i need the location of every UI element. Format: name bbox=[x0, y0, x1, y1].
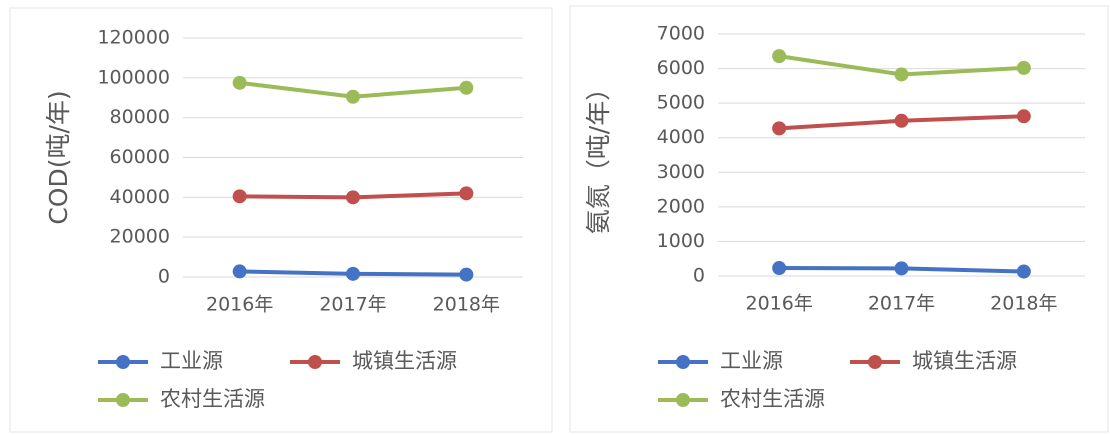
point bbox=[232, 75, 247, 90]
point bbox=[1016, 264, 1031, 279]
x-tick-label: 2017年 bbox=[319, 294, 386, 316]
legend-label: 农村生活源 bbox=[720, 387, 825, 411]
y-tick-label: 100000 bbox=[97, 66, 170, 88]
y-tick-label: 0 bbox=[158, 266, 170, 288]
y-tick-label: 6000 bbox=[657, 57, 705, 79]
y-tick-label: 3000 bbox=[657, 161, 705, 183]
legend-marker bbox=[116, 393, 130, 407]
legend-label: 城镇生活源 bbox=[352, 349, 457, 373]
point bbox=[459, 267, 474, 282]
point bbox=[346, 266, 360, 281]
legend-marker bbox=[676, 393, 690, 407]
y-tick-label: 20000 bbox=[110, 226, 170, 248]
y-tick-label: 1000 bbox=[657, 230, 705, 252]
x-tick-label: 2016年 bbox=[206, 294, 273, 316]
legend-marker bbox=[676, 355, 690, 369]
point bbox=[894, 113, 909, 128]
point bbox=[346, 190, 360, 205]
legend-label: 工业源 bbox=[160, 349, 223, 373]
point bbox=[894, 261, 909, 276]
panel bbox=[9, 7, 553, 433]
x-tick-label: 2017年 bbox=[868, 293, 935, 315]
y-tick-label: 0 bbox=[693, 265, 705, 287]
legend-marker bbox=[308, 355, 322, 369]
y-tick-label: 40000 bbox=[110, 186, 170, 208]
y-tick-label: 7000 bbox=[657, 23, 705, 45]
panel bbox=[569, 5, 1109, 433]
y-axis-label: 氨氮（吨/年） bbox=[584, 76, 613, 234]
y-tick-label: 4000 bbox=[657, 126, 705, 148]
y-tick-label: 80000 bbox=[110, 106, 170, 128]
point bbox=[894, 67, 909, 82]
y-tick-label: 120000 bbox=[97, 27, 170, 49]
legend-label: 农村生活源 bbox=[160, 387, 265, 411]
point bbox=[1016, 109, 1031, 124]
point bbox=[232, 189, 247, 204]
legend-marker bbox=[868, 355, 882, 369]
point bbox=[772, 261, 787, 276]
point bbox=[1016, 60, 1031, 75]
y-axis-label: COD(吨/年) bbox=[44, 90, 73, 224]
y-tick-label: 5000 bbox=[657, 92, 705, 114]
x-tick-label: 2016年 bbox=[745, 293, 812, 315]
point bbox=[459, 186, 474, 201]
legend-label: 工业源 bbox=[720, 349, 783, 373]
x-tick-label: 2018年 bbox=[990, 293, 1057, 315]
point bbox=[346, 89, 360, 104]
y-tick-label: 2000 bbox=[657, 195, 705, 217]
point bbox=[459, 80, 474, 95]
x-tick-label: 2018年 bbox=[433, 294, 500, 316]
legend-label: 城镇生活源 bbox=[912, 349, 1017, 373]
point bbox=[772, 49, 787, 64]
point bbox=[232, 264, 247, 279]
point bbox=[772, 121, 787, 136]
legend-marker bbox=[116, 355, 130, 369]
y-tick-label: 60000 bbox=[110, 146, 170, 168]
